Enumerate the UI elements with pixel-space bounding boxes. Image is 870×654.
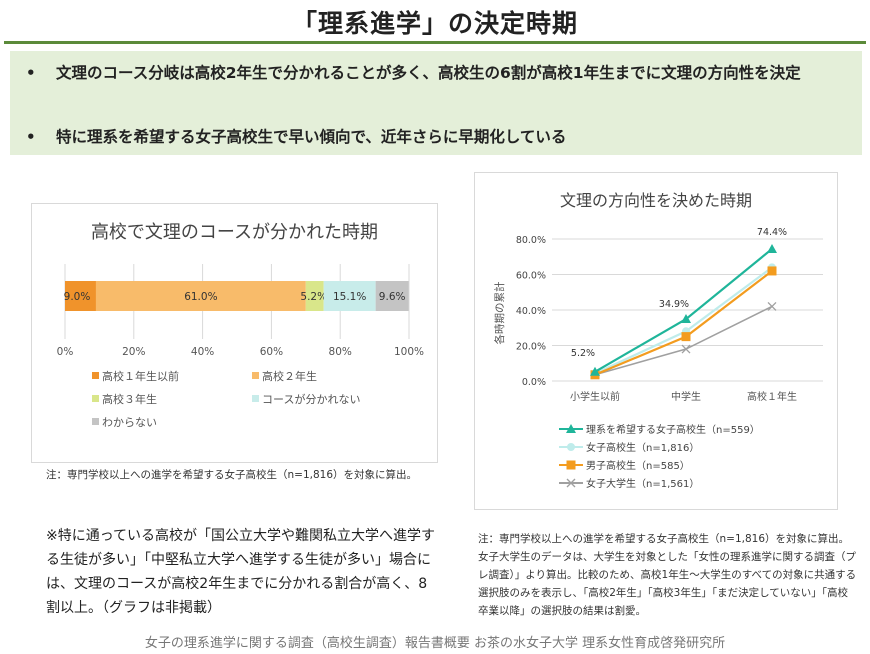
x-tick-label: 高校１年生: [747, 390, 797, 403]
course-split-chart-panel: 高校で文理のコースが分かれた時期 0% 20% 40% 60% 80% 100% 9.0% 6…: [31, 203, 438, 463]
remark-text: ※特に通っている高校が「国公立大学や難関私立大学へ進学する生徒が多い」「中堅私立…: [46, 528, 436, 616]
x-tick-label: 中学生: [671, 390, 701, 403]
footer-source: 女子の理系進学に関する調査（高校生調査）報告書概要 お茶の水女子大学 理系女性育…: [144, 636, 726, 651]
bar-value-label: 61.0%: [184, 291, 217, 303]
legend-label: 男子高校生（n=585）: [586, 459, 690, 472]
bar-segment: [95, 281, 306, 311]
data-label: 34.9%: [659, 299, 689, 310]
bar-value-label: 9.6%: [379, 291, 406, 303]
legend-swatch: [92, 418, 99, 425]
direction-decision-chart-panel: 文理の方向性を決めた時期 0.0% 20.0% 40.0% 60.0% 80.0% 小学生…: [474, 172, 838, 510]
legend-item: [559, 460, 583, 470]
data-label: 5.2%: [571, 348, 595, 359]
summary-point-1: 文理のコース分岐は高校2年生で分かれることが多く、高校生の6割が高校1年生までに…: [56, 64, 801, 82]
x-tick-label: 80%: [329, 346, 352, 358]
y-axis-label: 各時期の累計: [493, 281, 506, 344]
legend-label: コースが分かれない: [262, 392, 360, 406]
x-tick-label: 100%: [394, 346, 424, 358]
legend-label: 女子大学生（n=1,561）: [586, 477, 699, 490]
stacked-bar-chart: 0% 20% 40% 60% 80% 100% 9.0% 61.0% 5.2% 15.1% 9.6%…: [57, 264, 424, 429]
x-tick-label: 20%: [122, 346, 145, 358]
legend-swatch: [252, 395, 259, 402]
bar-segment: [305, 281, 324, 311]
bar-segment: [375, 281, 409, 311]
page-title: 「理系進学」の決定時期: [291, 9, 578, 38]
data-label: 74.4%: [757, 227, 787, 238]
y-tick-label: 20.0%: [516, 342, 546, 353]
legend-label: 高校２年生: [262, 369, 317, 383]
y-tick-label: 80.0%: [516, 235, 546, 246]
bar-value-label: 15.1%: [333, 291, 366, 303]
y-tick-label: 0.0%: [522, 377, 546, 388]
bullet: •: [26, 128, 36, 146]
legend-swatch: [92, 395, 99, 402]
y-tick-label: 60.0%: [516, 271, 546, 282]
x-tick-label: 40%: [191, 346, 214, 358]
summary-box: • 文理のコース分岐は高校2年生で分かれることが多く、高校生の6割が高校1年生ま…: [10, 51, 862, 155]
legend-label: 女子高校生（n=1,816）: [586, 441, 699, 454]
legend-item: [559, 424, 583, 433]
left-chart-note: 注：専門学校以上への進学を希望する女子高校生（n=1,816）を対象に算出。: [46, 469, 418, 481]
x-tick-label: 0%: [57, 346, 74, 358]
legend-label: 高校３年生: [102, 392, 157, 406]
x-tick-label: 60%: [260, 346, 283, 358]
legend-label: 理系を希望する女子高校生（n=559）: [586, 423, 760, 436]
title-divider: [4, 41, 866, 44]
bar-value-label: 9.0%: [64, 291, 91, 303]
right-chart-note: 注：専門学校以上への進学を希望する女子高校生（n=1,816）を対象に算出。女子…: [478, 533, 857, 617]
legend-swatch: [252, 372, 259, 379]
legend-label: わからない: [102, 416, 157, 429]
y-tick-label: 40.0%: [516, 306, 546, 317]
x-tick-label: 小学生以前: [570, 390, 620, 403]
legend-item: [559, 443, 583, 451]
bar-segment: [323, 281, 376, 311]
line-chart: 0.0% 20.0% 40.0% 60.0% 80.0% 小学生以前 中学生 高校１年生 各時期…: [493, 227, 823, 490]
chart-title: 高校で文理のコースが分かれた時期: [90, 222, 379, 243]
legend-label: 高校１年生以前: [102, 369, 179, 383]
legend-item: [559, 478, 583, 488]
series-line: [590, 243, 777, 376]
summary-point-2: 特に理系を希望する女子高校生で早い傾向で、近年さらに早期化している: [56, 128, 567, 146]
chart-title: 文理の方向性を決めた時期: [559, 191, 752, 210]
bullet: •: [26, 64, 36, 82]
legend-swatch: [92, 372, 99, 379]
bar-segment: [65, 281, 96, 311]
bar-value-label: 5.2%: [300, 291, 327, 303]
